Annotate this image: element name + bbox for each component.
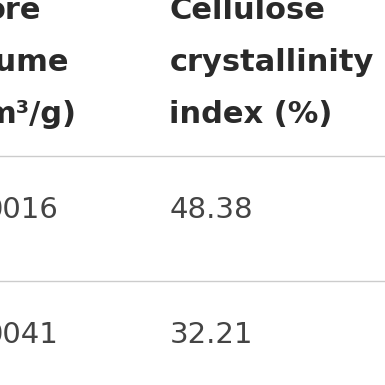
Text: crystallinity: crystallinity xyxy=(169,48,374,77)
Text: lume: lume xyxy=(0,48,69,77)
Text: 0041: 0041 xyxy=(0,321,59,349)
Text: Cellulose: Cellulose xyxy=(169,0,325,25)
Text: ore: ore xyxy=(0,0,41,25)
Text: index (%): index (%) xyxy=(169,100,333,129)
Text: 48.38: 48.38 xyxy=(169,196,253,224)
Text: 0016: 0016 xyxy=(0,196,59,224)
Text: m³/g): m³/g) xyxy=(0,100,77,129)
Text: 32.21: 32.21 xyxy=(169,321,253,349)
